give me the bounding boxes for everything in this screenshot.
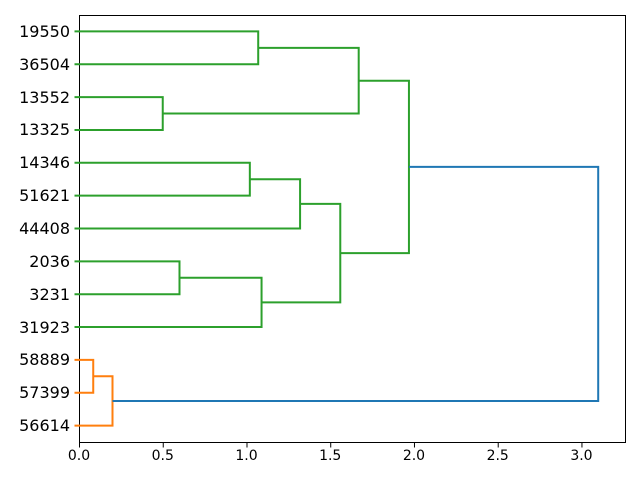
dendrogram-link-E	[74, 178, 302, 230]
leaf-label-13552: 13552	[19, 87, 70, 107]
leaf-label-13325: 13325	[19, 120, 70, 140]
leaf-label-57399: 57399	[19, 383, 70, 403]
leaf-label-44408: 44408	[19, 219, 70, 238]
dendrogram-link-J	[74, 358, 95, 394]
dendrogram-link-H	[261, 202, 342, 304]
x-tick-label-0.0: 0.0	[67, 448, 91, 464]
x-tick-label-1.0: 1.0	[235, 448, 258, 464]
dendrogram-link-I	[340, 79, 410, 255]
x-tick-label-2.5: 2.5	[486, 448, 509, 464]
dendrogram-link-B	[74, 96, 164, 131]
leaf-label-36504: 36504	[19, 54, 70, 74]
dendrogram-link-G	[74, 276, 263, 329]
x-tick-label-2.0: 2.0	[402, 448, 426, 464]
x-tick-label-0.5: 0.5	[151, 448, 174, 464]
dendrogram-link-C	[162, 46, 360, 115]
leaf-label-58889: 58889	[19, 350, 70, 370]
dendrogram-link-A	[74, 30, 260, 66]
leaf-label-3231: 3231	[29, 284, 70, 304]
x-tick-label-1.5: 1.5	[319, 448, 342, 464]
leaf-label-14346: 14346	[19, 153, 70, 173]
x-tick-label-3.0: 3.0	[570, 448, 593, 464]
dendrogram-link-F	[74, 260, 181, 296]
dendrogram-link-L	[112, 165, 600, 402]
leaf-label-51621: 51621	[19, 186, 70, 206]
leaf-label-2036: 2036	[29, 251, 70, 271]
leaf-label-56614: 56614	[19, 416, 70, 436]
leaf-label-19550: 19550	[19, 21, 70, 41]
leaf-label-31923: 31923	[19, 317, 70, 337]
dendrogram-link-D	[74, 161, 251, 197]
